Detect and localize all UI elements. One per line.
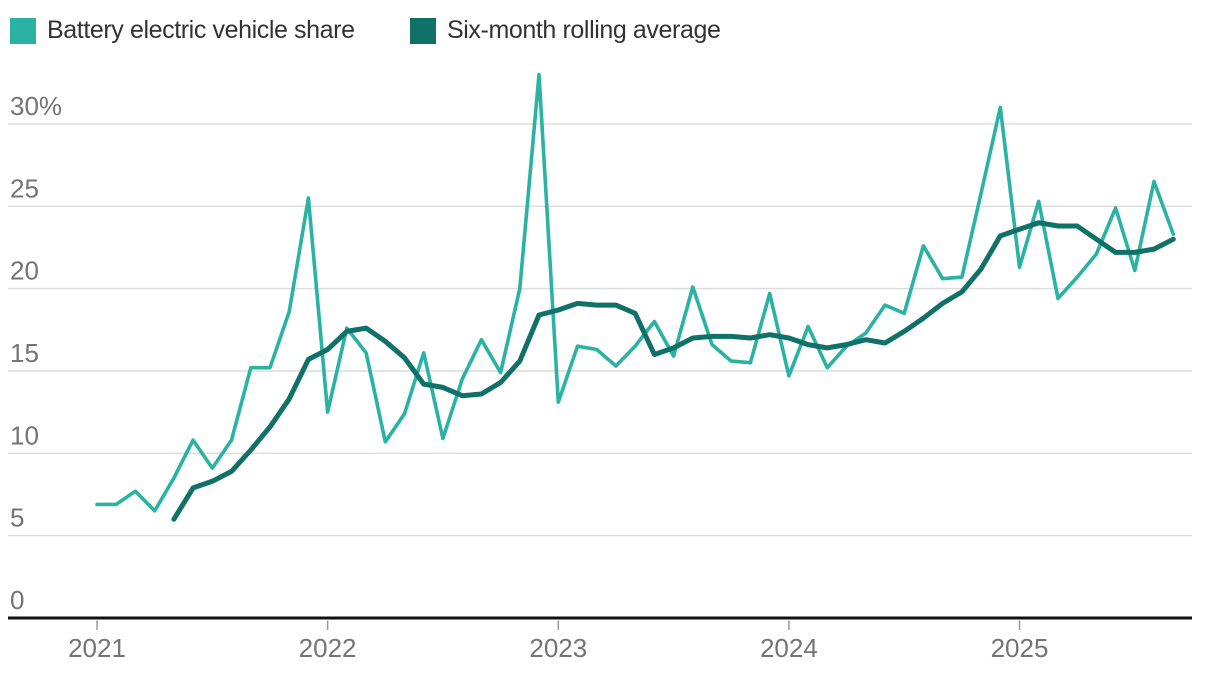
y-axis-label: 15 <box>10 338 39 368</box>
legend-label-bev-share: Battery electric vehicle share <box>47 16 355 44</box>
y-axis-label: 20 <box>10 256 39 286</box>
legend-item-rolling-average: Six-month rolling average <box>410 16 721 45</box>
x-axis-label: 2025 <box>991 633 1049 663</box>
x-axis-label: 2022 <box>299 633 357 663</box>
legend-swatch-bev-share <box>10 17 36 44</box>
y-axis-label: 5 <box>10 503 24 533</box>
x-axis-label: 2023 <box>529 633 587 663</box>
y-axis-label: 25 <box>10 173 39 203</box>
y-axis-label: 30% <box>10 91 62 121</box>
x-axis-label: 2021 <box>68 633 126 663</box>
y-axis-label: 0 <box>10 585 24 615</box>
y-axis-label: 10 <box>10 420 39 450</box>
rolling-average-line <box>171 220 1176 522</box>
legend-item-bev-share: Battery electric vehicle share <box>10 16 355 45</box>
legend-swatch-rolling-average <box>410 17 436 44</box>
legend-label-rolling-average: Six-month rolling average <box>447 16 721 44</box>
x-axis-label: 2024 <box>760 633 818 663</box>
bev-share-line <box>95 72 1176 513</box>
